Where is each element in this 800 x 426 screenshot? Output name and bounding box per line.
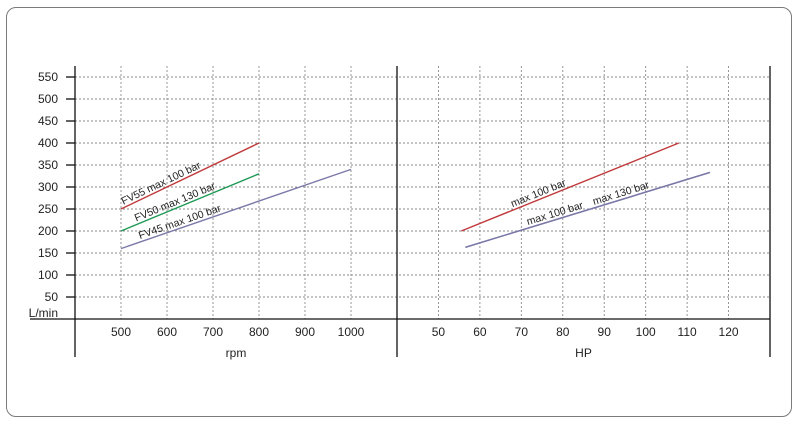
series-label: max 100 bar [509, 177, 568, 210]
y-tick-label: 550 [38, 70, 58, 84]
x-tick-label: 900 [295, 325, 315, 339]
series-line [460, 142, 680, 232]
x-tick-label: 120 [719, 325, 739, 339]
y-tick-label: 500 [38, 92, 58, 106]
grid-layer [75, 66, 770, 319]
series-line [465, 171, 711, 248]
y-tick-label: 400 [38, 136, 58, 150]
y-tick-label: 300 [38, 180, 58, 194]
y-tick-label: 100 [38, 268, 58, 282]
y-tick-label: 450 [38, 114, 58, 128]
series-line [120, 142, 260, 210]
x-tick-label: 70 [515, 325, 529, 339]
x-tick-label: 100 [636, 325, 656, 339]
series-layer [120, 142, 711, 250]
text-layer: 50 100 150 200 250 300 350 400 450 500 550 500 600 70… [29, 70, 739, 360]
y-tick-label: 200 [38, 224, 58, 238]
chart-frame [6, 7, 792, 417]
x-axis-label-hp: HP [575, 346, 592, 360]
x-tick-label: 500 [111, 325, 131, 339]
x-tick-label: 60 [473, 325, 487, 339]
series-line [120, 168, 352, 250]
x-tick-label: 50 [432, 325, 446, 339]
x-tick-label: 600 [157, 325, 177, 339]
x-tick-label: 90 [598, 325, 612, 339]
x-tick-label: 80 [556, 325, 570, 339]
x-axis-label-rpm: rpm [226, 346, 247, 360]
y-axis-label: L/min [29, 306, 58, 320]
series-line [120, 173, 260, 232]
x-tick-label: 800 [249, 325, 269, 339]
x-tick-label: 110 [678, 325, 697, 339]
y-tick-label: 50 [45, 290, 59, 304]
y-tick-label: 150 [38, 246, 58, 260]
x-tick-label: 700 [203, 325, 223, 339]
x-tick-label: 1000 [338, 325, 365, 339]
y-tick-label: 250 [38, 202, 58, 216]
y-tick-label: 350 [38, 158, 58, 172]
axis-layer [30, 66, 771, 357]
